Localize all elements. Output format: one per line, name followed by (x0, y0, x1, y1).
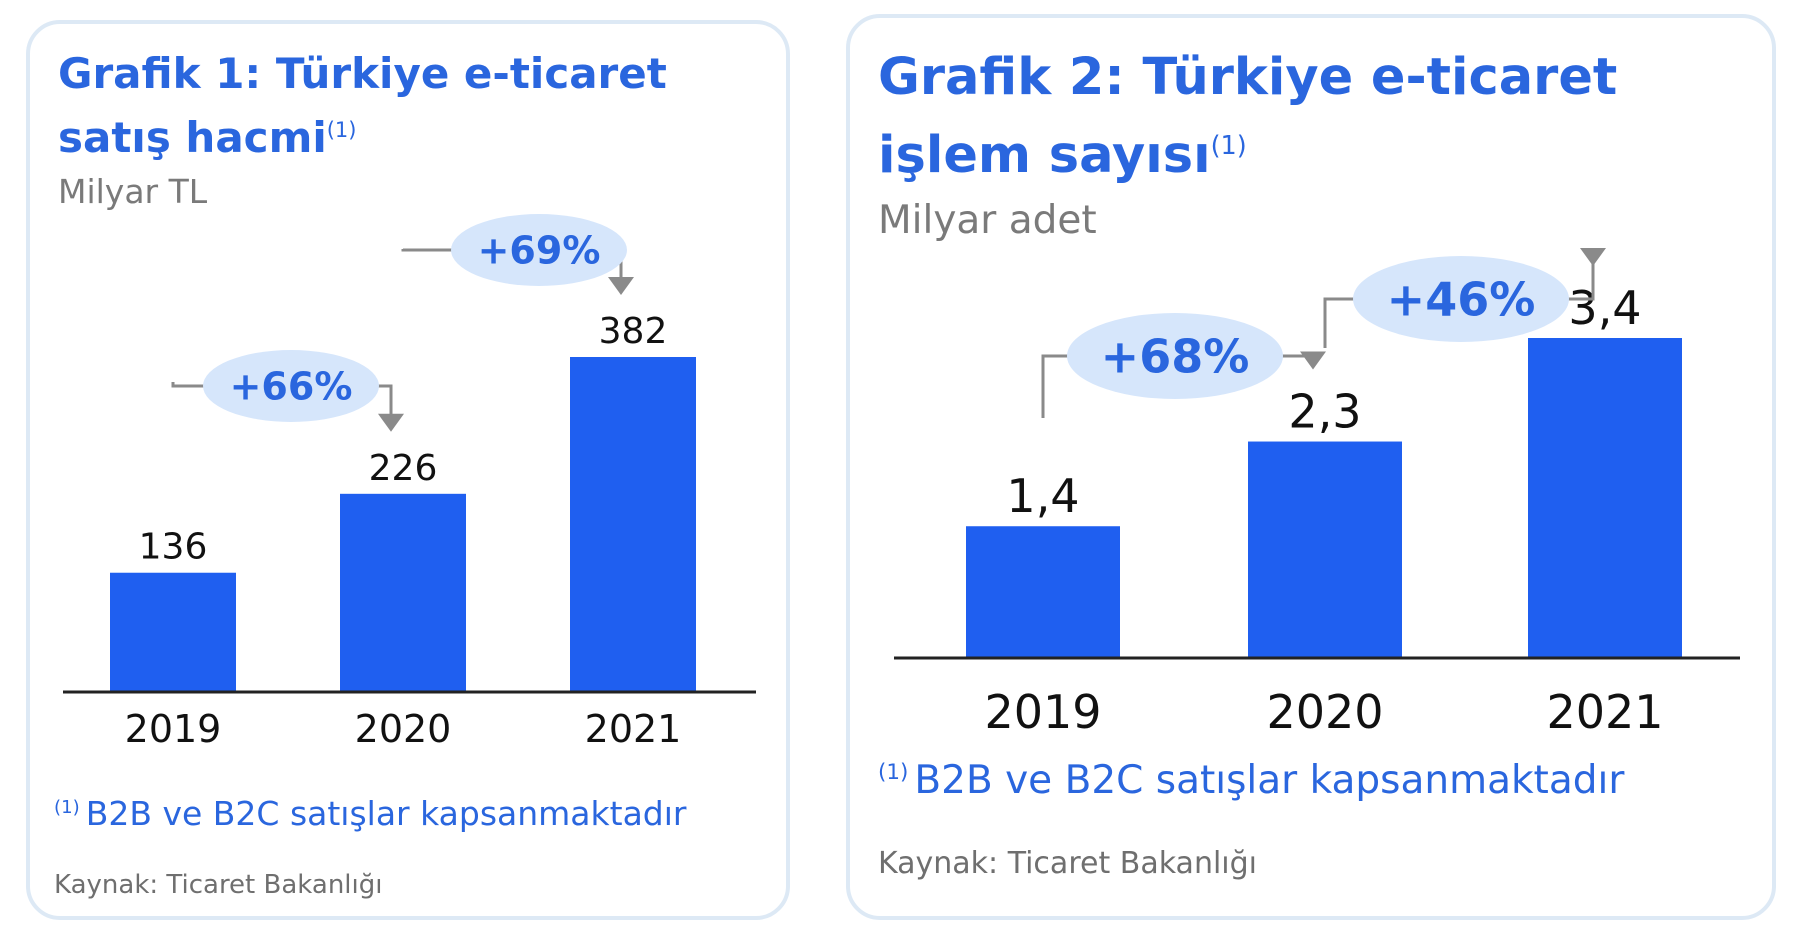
value-label: 136 (139, 527, 208, 568)
growth-bubble (451, 214, 627, 286)
chart-title: Grafik 2: Türkiye e-ticaret işlem sayısı… (878, 48, 1618, 185)
source-note: Kaynak: Ticaret Bakanlığı (54, 870, 383, 900)
bar-chart-1: 136 2019 226 2020 382 2021 +66% +69% (63, 214, 756, 751)
source-note: Kaynak: Ticaret Bakanlığı (878, 846, 1257, 881)
arrow-down-icon (608, 277, 634, 295)
category-label: 2019 (125, 707, 222, 751)
growth-label: +46% (1387, 273, 1536, 327)
category-label: 2021 (585, 707, 682, 751)
growth-bubble (203, 350, 379, 422)
arrow-down-icon (1300, 351, 1326, 370)
footnote: (1) B2B ve B2C satışlar kapsanmaktadır (878, 758, 1625, 803)
value-label: 226 (369, 448, 438, 489)
growth-label: +66% (230, 365, 353, 409)
bar-2020 (340, 493, 466, 692)
unit-label: Milyar adet (878, 198, 1097, 243)
bar-2019 (966, 526, 1120, 658)
value-label: 2,3 (1288, 385, 1361, 439)
unit-label: Milyar TL (58, 172, 208, 211)
growth-label: +68% (1101, 330, 1250, 384)
footnote-marker: (1) (54, 797, 80, 818)
value-label: 1,4 (1006, 469, 1079, 523)
category-label: 2019 (984, 685, 1101, 739)
category-label: 2021 (1546, 685, 1663, 739)
bar-2020 (1248, 441, 1402, 658)
value-label: 382 (599, 311, 668, 352)
category-label: 2020 (355, 707, 452, 751)
footnote: (1) B2B ve B2C satışlar kapsanmaktadır (54, 794, 687, 833)
title-footnote-marker: (1) (1210, 131, 1247, 161)
growth-label: +69% (478, 229, 601, 273)
chart-title: Grafik 1: Türkiye e-ticaret satış hacmi(… (58, 49, 667, 162)
arrow-down-icon (378, 413, 404, 432)
arrow-down-icon (1580, 248, 1606, 266)
growth-bubble (1353, 256, 1569, 342)
bar-2021 (1528, 338, 1682, 658)
bar-2021 (570, 357, 696, 692)
category-label: 2020 (1266, 685, 1383, 739)
chart-panel-2: Grafik 2: Türkiye e-ticaret işlem sayısı… (846, 14, 1776, 920)
chart-panel-1: Grafik 1: Türkiye e-ticaret satış hacmi(… (26, 20, 790, 920)
bar-chart-2: 1,4 2019 2,3 2020 3,4 2021 +68% +46% (894, 248, 1740, 739)
growth-bubble (1067, 313, 1283, 399)
bar-2019 (110, 572, 236, 692)
title-footnote-marker: (1) (326, 118, 357, 142)
value-label: 3,4 (1568, 281, 1641, 335)
footnote-marker: (1) (878, 760, 909, 785)
